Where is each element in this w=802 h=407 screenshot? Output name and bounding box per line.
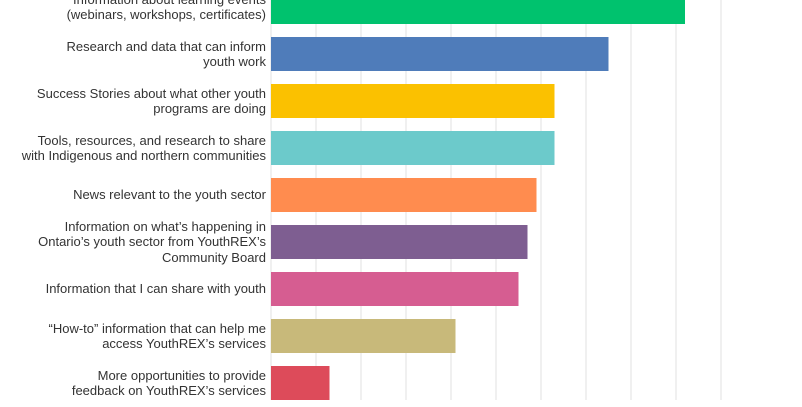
category-label-line: (webinars, workshops, certificates) xyxy=(66,7,266,22)
category-label-line: with Indigenous and northern communities xyxy=(21,148,266,163)
category-label-line: Community Board xyxy=(161,249,266,265)
category-label: News relevant to the youth sector xyxy=(4,171,266,219)
category-label-line: youth work xyxy=(203,54,266,69)
category-label-line: Information about learning events xyxy=(67,0,266,7)
bar xyxy=(271,84,555,118)
category-label: More opportunities to provide feedback on… xyxy=(4,359,266,407)
bar xyxy=(271,0,685,24)
bar xyxy=(271,366,330,400)
category-label-line: Information that I can share with youth xyxy=(45,281,266,297)
category-label-line: Information on what’s happening in xyxy=(64,218,266,234)
bars xyxy=(271,0,685,400)
category-label-line: access YouthREX’s services xyxy=(102,336,266,351)
category-label: Tools, resources, and research to share w… xyxy=(4,124,266,172)
category-label: Information on what’s happening in Ontari… xyxy=(4,218,266,266)
category-label-line: Research and data that can inform xyxy=(66,38,266,54)
bar xyxy=(271,178,537,212)
bar xyxy=(271,225,528,259)
category-label: Information about learning events(webina… xyxy=(4,0,266,31)
category-label-line: Ontario’s youth sector from YouthREX’s xyxy=(38,234,266,250)
category-label-line: programs are doing xyxy=(153,101,266,116)
bar xyxy=(271,37,609,71)
category-label-line: “How-to” information that can help me xyxy=(48,320,266,336)
category-label: “How-to” information that can help me acc… xyxy=(4,312,266,360)
category-label: Information that I can share with youth xyxy=(4,265,266,313)
category-label-line: feedback on YouthREX’s services xyxy=(71,383,266,398)
category-label-line: News relevant to the youth sector xyxy=(73,187,266,203)
category-label-line: Tools, resources, and research to share xyxy=(37,132,266,148)
bar xyxy=(271,131,555,165)
category-label-line: Success Stories about what other youth xyxy=(36,85,266,101)
category-label: Success Stories about what other youth pr… xyxy=(4,77,266,125)
category-label: Research and data that can inform youth w… xyxy=(4,30,266,78)
bar xyxy=(271,319,456,353)
bar xyxy=(271,272,519,306)
category-label-line: More opportunities to provide xyxy=(97,367,266,383)
